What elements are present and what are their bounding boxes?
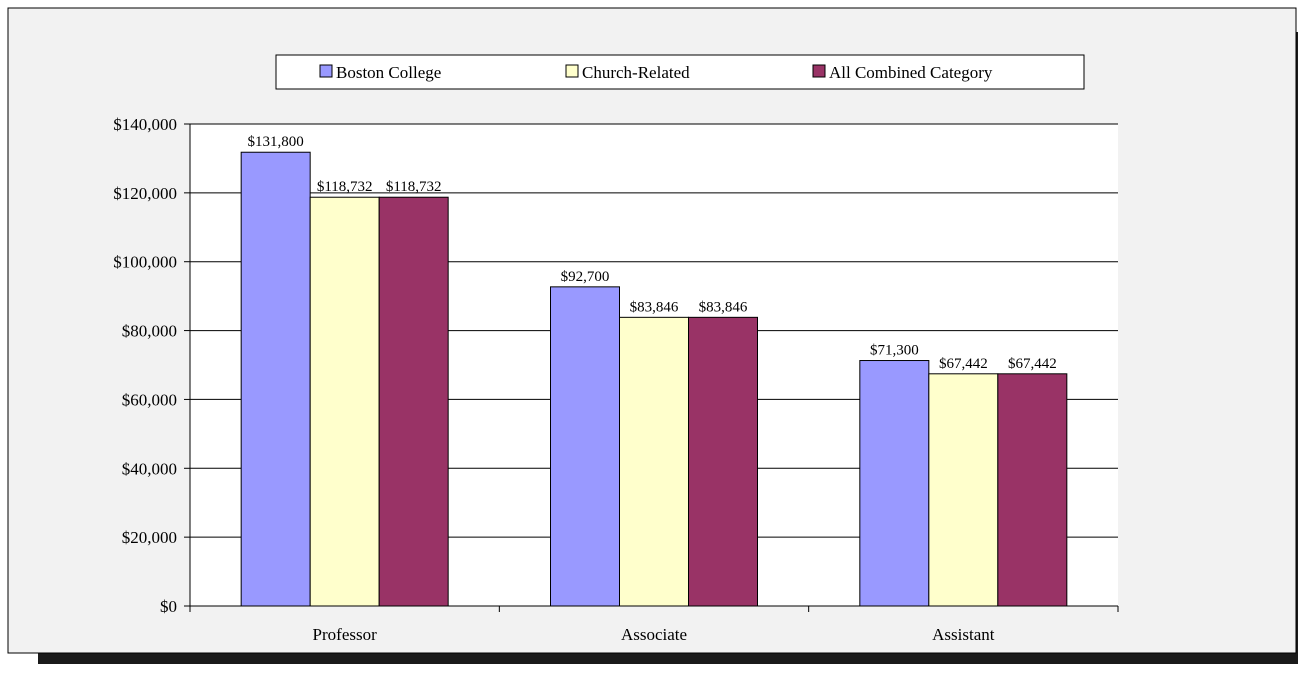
bar-assistant-2 [928,373,999,607]
data-label-professor-2: $118,732 [317,179,373,195]
data-label-associate-2: $83,846 [630,299,679,315]
bar-professor-3 [378,196,449,607]
y-tick-label-6: $120,000 [113,184,177,203]
x-tick-label-associate: Associate [621,625,687,644]
legend-swatch-3 [812,64,826,78]
y-tick-label-2: $40,000 [122,459,177,478]
bar-associate-1 [550,286,620,607]
bar-associate-3 [688,316,758,607]
data-label-professor-1: $131,800 [248,134,304,150]
data-label-assistant-1: $71,300 [870,343,919,359]
y-axis-tick-labels: $0 $20,000 $40,000 $60,000 $80,000 $100,000 $1… [113,115,177,616]
data-label-associate-3: $83,846 [699,299,748,315]
bar-professor-2 [309,196,380,607]
bars-group [240,151,1068,607]
bar-associate-2 [619,316,689,607]
y-tick-label-1: $20,000 [122,528,177,547]
y-tick-label-5: $100,000 [113,253,177,272]
legend: Boston College Church-Related All Combined… [275,54,1085,90]
axes-group [184,123,1119,612]
legend-swatch-2 [565,64,579,78]
bar-professor-1 [240,151,311,607]
y-tick-label-7: $140,000 [113,115,177,134]
y-tick-label-4: $80,000 [122,322,177,341]
x-tick-label-professor: Professor [313,625,378,644]
data-labels-group: $131,800 $118,732 $118,732 $92,700 $83,846 $8… [248,134,1057,372]
y-tick-label-0: $0 [160,597,177,616]
bar-assistant-3 [997,373,1068,607]
x-axis-tick-labels: Professor Associate Assistant [313,625,995,644]
data-label-assistant-3: $67,442 [1008,356,1057,372]
y-tick-label-3: $60,000 [122,390,177,409]
legend-label-2: Church-Related [582,63,690,82]
legend-label-1: Boston College [336,63,441,82]
data-label-associate-1: $92,700 [561,269,610,285]
legend-box [275,54,1085,90]
data-label-professor-3: $118,732 [386,179,442,195]
data-label-assistant-2: $67,442 [939,356,988,372]
legend-label-3: All Combined Category [829,63,993,82]
legend-swatch-1 [319,64,333,78]
bar-assistant-1 [859,360,930,607]
x-tick-label-assistant: Assistant [932,625,995,644]
